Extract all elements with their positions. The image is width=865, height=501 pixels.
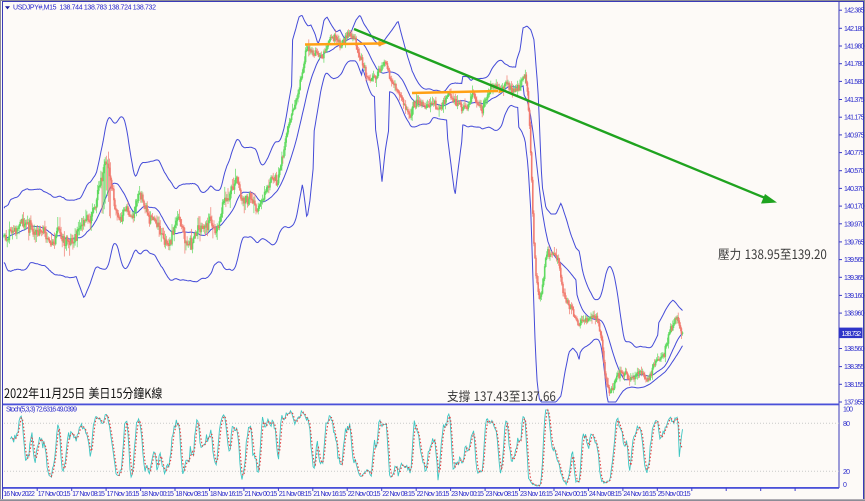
svg-text:21 Nov 08:15: 21 Nov 08:15 [279,491,312,498]
svg-text:137.955: 137.955 [844,400,865,407]
svg-text:22 Nov 08:15: 22 Nov 08:15 [382,491,415,498]
svg-text:24 Nov 16:15: 24 Nov 16:15 [623,491,656,498]
svg-text:139.565: 139.565 [844,257,865,264]
svg-text:140.775: 140.775 [844,150,865,157]
svg-text:139.765: 139.765 [844,239,865,246]
svg-text:21 Nov 00:15: 21 Nov 00:15 [244,491,277,498]
svg-text:141.980: 141.980 [844,44,865,51]
svg-text:22 Nov 00:15: 22 Nov 00:15 [348,491,381,498]
svg-text:22 Nov 16:15: 22 Nov 16:15 [417,491,450,498]
svg-text:21 Nov 16:15: 21 Nov 16:15 [313,491,346,498]
svg-text:139.365: 139.365 [844,275,865,282]
svg-text:16 Nov 2022: 16 Nov 2022 [3,491,35,498]
svg-text:138.560: 138.560 [844,346,865,353]
svg-text:100: 100 [843,406,853,413]
svg-text:140.170: 140.170 [844,204,865,211]
svg-text:17 Nov 08:15: 17 Nov 08:15 [72,491,105,498]
svg-text:17 Nov 16:15: 17 Nov 16:15 [107,491,140,498]
svg-text:USDJPY#,M15 138.744 138.783 1: USDJPY#,M15 138.744 138.783 138.724 138.… [13,5,156,12]
svg-text:138.355: 138.355 [844,364,865,371]
svg-text:138.155: 138.155 [844,382,865,389]
svg-text:141.175: 141.175 [844,115,865,122]
svg-text:18 Nov 00:15: 18 Nov 00:15 [141,491,174,498]
svg-text:23 Nov 00:15: 23 Nov 00:15 [451,491,484,498]
svg-text:141.375: 141.375 [844,97,865,104]
svg-text:142.180: 142.180 [844,26,865,33]
svg-text:23 Nov 08:15: 23 Nov 08:15 [486,491,519,498]
svg-text:139.970: 139.970 [844,221,865,228]
svg-text:141.580: 141.580 [844,79,865,86]
svg-text:24 Nov 00:15: 24 Nov 00:15 [554,491,587,498]
svg-text:141.780: 141.780 [844,61,865,68]
svg-text:0: 0 [843,482,847,489]
svg-text:139.160: 139.160 [844,293,865,300]
svg-text:18 Nov 16:15: 18 Nov 16:15 [210,491,243,498]
svg-text:138.732: 138.732 [842,331,862,338]
svg-text:140.570: 140.570 [844,168,865,175]
svg-text:17 Nov 00:15: 17 Nov 00:15 [38,491,71,498]
svg-text:20: 20 [843,469,850,476]
svg-text:140.370: 140.370 [844,186,865,193]
svg-text:23 Nov 16:15: 23 Nov 16:15 [520,491,553,498]
svg-text:24 Nov 08:15: 24 Nov 08:15 [589,491,622,498]
svg-text:140.975: 140.975 [844,132,865,139]
svg-text:138.960: 138.960 [844,311,865,318]
svg-text:25 Nov 00:15: 25 Nov 00:15 [658,491,691,498]
svg-text:80: 80 [843,421,850,428]
svg-text:142.385: 142.385 [844,8,865,15]
svg-text:18 Nov 08:15: 18 Nov 08:15 [175,491,208,498]
svg-text:Stoch(5,3,3) 72.6316 49.0399: Stoch(5,3,3) 72.6316 49.0399 [6,407,77,414]
